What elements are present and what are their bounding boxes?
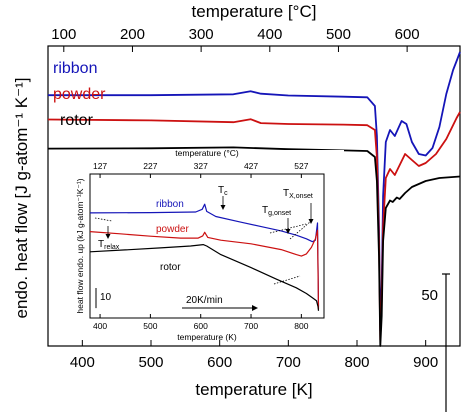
x-tick-label: 900 (413, 354, 438, 371)
series-line-rotor (89, 244, 320, 311)
x-tick-label: 600 (207, 354, 232, 371)
main-scale-bar-label: 50 (421, 287, 438, 304)
inset-background (61, 150, 344, 334)
x-tick-label: 500 (138, 354, 163, 371)
top-tick-label: 127 (93, 161, 107, 171)
top-tick-label: 527 (294, 161, 308, 171)
inset-x-axis-title: temperature (K) (177, 332, 237, 342)
annotation-tx-arrowhead (308, 219, 314, 224)
main-x-ticks: 400 500 600 700 800 900 (70, 340, 438, 371)
annotation-tg-arrowhead (285, 229, 291, 234)
inset-scale-bar-label: 10 (100, 292, 112, 303)
top-tick-label: 300 (189, 26, 214, 43)
x-tick-label: 800 (344, 354, 369, 371)
x-tick-label: 400 (93, 321, 107, 331)
x-tick-label: 500 (143, 321, 157, 331)
top-tick-label: 500 (326, 26, 351, 43)
main-top-axis-title: temperature [°C] (192, 2, 317, 21)
inset-series-group (89, 203, 320, 311)
label-rotor: rotor (60, 112, 94, 129)
main-series-group (47, 51, 461, 347)
inset-y-axis-title: heat flow endo. up (kJ g-atom⁻¹K⁻¹) (75, 178, 85, 313)
main-x-axis-title: temperature [K] (195, 380, 312, 399)
top-tick-label: 600 (395, 26, 420, 43)
top-tick-label: 100 (51, 26, 76, 43)
x-tick-label: 800 (294, 321, 308, 331)
tangent-line-2 (289, 221, 311, 240)
series-line-ribbon (48, 51, 461, 332)
series-line-rotor (47, 146, 461, 347)
annotation-trelax-arrowhead (105, 234, 111, 239)
label-ribbon: ribbon (53, 60, 97, 77)
inset-plot-frame (89, 173, 325, 319)
label-powder: powder (53, 86, 106, 103)
inset-top-ticks: 127 227 327 427 527 (93, 161, 309, 178)
top-tick-label: 327 (194, 161, 208, 171)
inset-x-ticks: 400 500 600 700 800 (93, 314, 309, 331)
main-y-axis-title: endo. heat flow [J g-atom⁻¹ K⁻¹] (12, 78, 31, 319)
inset-label-powder: powder (156, 224, 189, 235)
top-tick-label: 227 (143, 161, 157, 171)
inset-chart: 400 500 600 700 800 127 227 327 427 527 temperat… (61, 148, 344, 342)
main-chart: 400 500 600 700 800 900 100 200 300 400 500 600 te… (12, 2, 461, 412)
series-line-powder (89, 229, 320, 310)
top-tick-label: 200 (120, 26, 145, 43)
top-tick-label: 400 (257, 26, 282, 43)
rate-label: 20K/min (186, 295, 223, 306)
x-tick-label: 400 (70, 354, 95, 371)
x-tick-label: 600 (194, 321, 208, 331)
annotation-tc-arrowhead (220, 205, 226, 210)
inset-top-axis-title: temperature (°C) (175, 148, 239, 158)
x-tick-label: 700 (276, 354, 301, 371)
tangent-line-1 (269, 223, 307, 234)
inset-label-rotor: rotor (160, 262, 181, 273)
x-tick-label: 700 (244, 321, 258, 331)
main-top-ticks: 100 200 300 400 500 600 (51, 26, 420, 52)
main-plot-frame (47, 45, 461, 347)
annotation-tc: Tc (218, 185, 228, 197)
rate-arrowhead (252, 305, 258, 311)
inset-label-ribbon: ribbon (156, 199, 184, 210)
top-tick-label: 427 (244, 161, 258, 171)
